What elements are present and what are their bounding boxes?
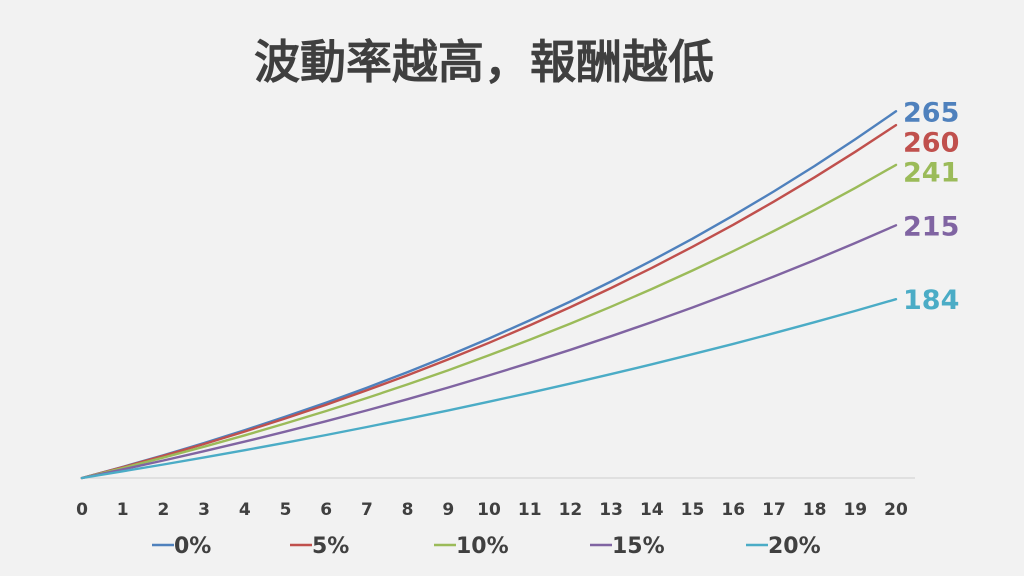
series-end-label: 260 — [903, 127, 959, 158]
x-tick-label: 16 — [721, 500, 745, 520]
x-tick-label: 12 — [559, 500, 583, 520]
x-tick-label: 10 — [477, 500, 501, 520]
series-end-label: 215 — [903, 211, 959, 242]
series-line — [80, 224, 898, 480]
x-tick-label: 4 — [239, 500, 251, 520]
x-tick-label: 2 — [157, 500, 169, 520]
legend-label: 10% — [456, 534, 509, 559]
series-line — [80, 123, 898, 480]
x-tick-label: 3 — [198, 500, 210, 520]
legend-label: 15% — [612, 534, 665, 559]
x-tick-label: 0 — [76, 500, 88, 520]
x-tick-label: 6 — [320, 500, 332, 520]
chart-title: 波動率越高，報酬越低 — [254, 35, 714, 89]
x-tick-label: 11 — [518, 500, 542, 520]
legend-label: 5% — [312, 534, 349, 559]
x-tick-label: 14 — [640, 500, 664, 520]
x-tick-label: 13 — [599, 500, 623, 520]
series-line — [80, 163, 898, 480]
series-lines — [80, 110, 898, 480]
series-line — [80, 298, 898, 480]
series-line — [80, 110, 898, 480]
x-tick-label: 9 — [442, 500, 454, 520]
legend-label: 0% — [174, 534, 211, 559]
x-tick-label: 1 — [117, 500, 129, 520]
series-end-label: 265 — [903, 97, 959, 128]
x-tick-label: 15 — [681, 500, 705, 520]
x-tick-label: 20 — [884, 500, 908, 520]
x-tick-label: 8 — [402, 500, 414, 520]
x-tick-label: 17 — [762, 500, 786, 520]
x-tick-label: 7 — [361, 500, 373, 520]
series-end-label: 241 — [903, 157, 959, 188]
x-tick-labels: 0 1 2 3 4 5 6 7 8 9 10 11 12 13 14 15 16 17 18 19 20 — [76, 500, 908, 520]
series-end-label: 184 — [903, 285, 959, 316]
x-tick-label: 5 — [280, 500, 292, 520]
legend: 0% 5% 10% 15% 20% — [152, 534, 821, 559]
legend-label: 20% — [768, 534, 821, 559]
x-tick-label: 18 — [803, 500, 827, 520]
x-tick-label: 19 — [843, 500, 867, 520]
